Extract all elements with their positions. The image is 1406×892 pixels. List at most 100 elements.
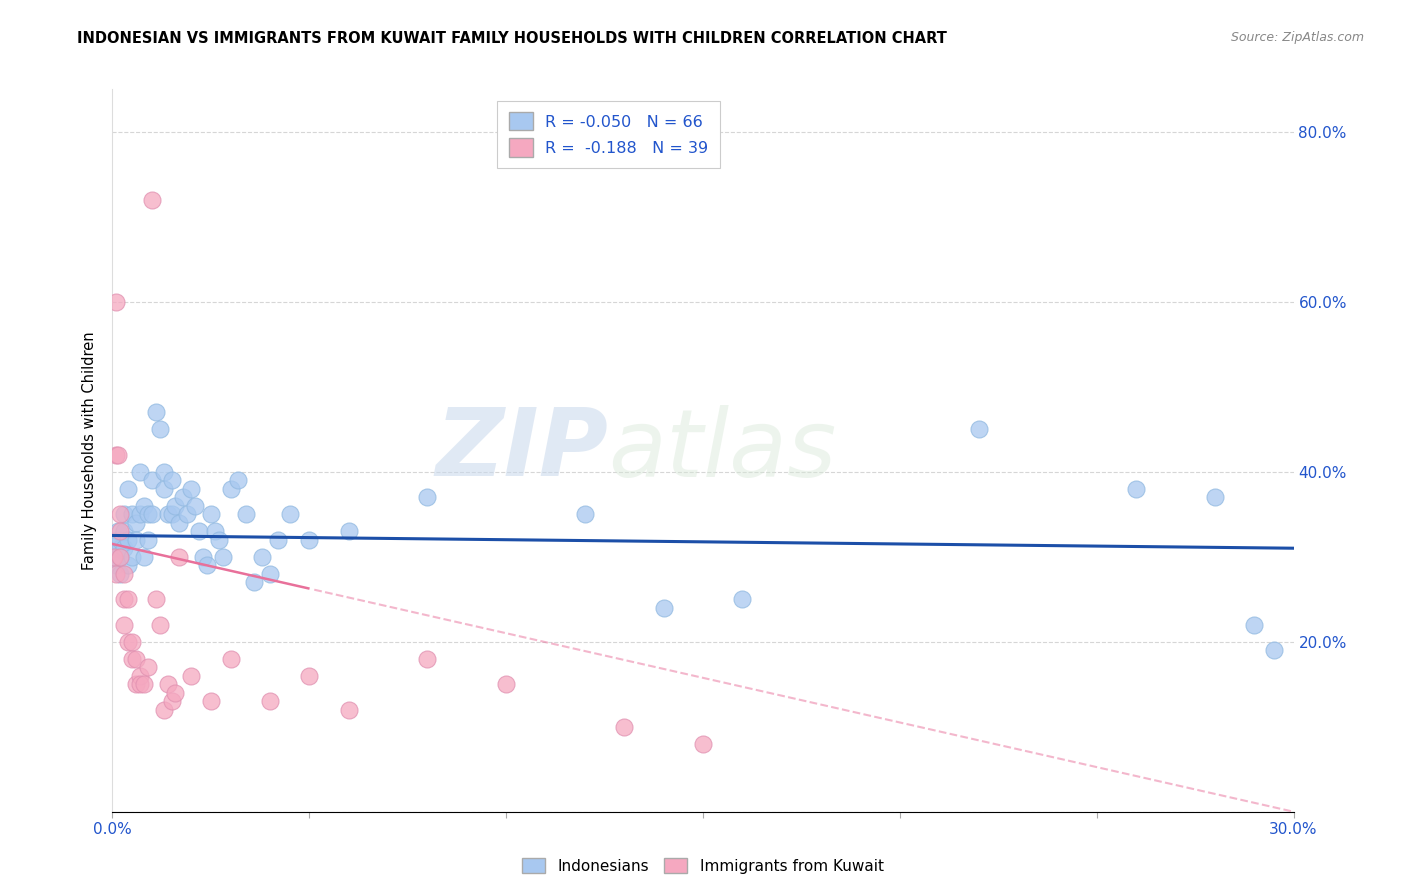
- Point: [337, 524, 360, 539]
- Point: [125, 533, 148, 547]
- Point: [152, 465, 174, 479]
- Point: [141, 473, 163, 487]
- Point: [160, 507, 183, 521]
- Point: [107, 524, 129, 539]
- Point: [191, 549, 214, 564]
- Point: [110, 507, 132, 521]
- Point: [132, 677, 155, 691]
- Point: [121, 651, 143, 665]
- Point: [129, 669, 152, 683]
- Point: [250, 549, 273, 564]
- Point: [235, 507, 257, 521]
- Point: [105, 533, 128, 547]
- Text: INDONESIAN VS IMMIGRANTS FROM KUWAIT FAMILY HOUSEHOLDS WITH CHILDREN CORRELATION: INDONESIAN VS IMMIGRANTS FROM KUWAIT FAM…: [77, 31, 948, 46]
- Point: [103, 549, 125, 564]
- Point: [156, 677, 179, 691]
- Point: [141, 507, 163, 521]
- Point: [1125, 482, 1147, 496]
- Point: [110, 549, 132, 564]
- Point: [200, 694, 222, 708]
- Point: [129, 507, 152, 521]
- Point: [121, 634, 143, 648]
- Point: [103, 549, 125, 564]
- Point: [259, 566, 281, 581]
- Point: [117, 533, 139, 547]
- Point: [156, 507, 179, 521]
- Point: [160, 694, 183, 708]
- Point: [149, 422, 172, 436]
- Point: [117, 558, 139, 573]
- Point: [298, 533, 321, 547]
- Point: [219, 651, 242, 665]
- Point: [121, 549, 143, 564]
- Point: [110, 541, 132, 556]
- Point: [145, 405, 167, 419]
- Point: [112, 592, 135, 607]
- Text: atlas: atlas: [609, 405, 837, 496]
- Y-axis label: Family Households with Children: Family Households with Children: [82, 331, 97, 570]
- Point: [152, 703, 174, 717]
- Point: [105, 448, 128, 462]
- Point: [105, 549, 128, 564]
- Point: [267, 533, 290, 547]
- Point: [337, 703, 360, 717]
- Point: [1243, 617, 1265, 632]
- Point: [180, 482, 202, 496]
- Point: [105, 294, 128, 309]
- Point: [692, 737, 714, 751]
- Point: [259, 694, 281, 708]
- Point: [117, 592, 139, 607]
- Point: [298, 669, 321, 683]
- Point: [165, 686, 187, 700]
- Point: [107, 448, 129, 462]
- Point: [129, 465, 152, 479]
- Point: [731, 592, 754, 607]
- Point: [152, 482, 174, 496]
- Point: [141, 193, 163, 207]
- Point: [112, 524, 135, 539]
- Legend: Indonesians, Immigrants from Kuwait: Indonesians, Immigrants from Kuwait: [516, 852, 890, 880]
- Point: [149, 617, 172, 632]
- Point: [112, 566, 135, 581]
- Point: [195, 558, 218, 573]
- Point: [495, 677, 517, 691]
- Point: [204, 524, 226, 539]
- Legend: R = -0.050   N = 66, R =  -0.188   N = 39: R = -0.050 N = 66, R = -0.188 N = 39: [498, 101, 720, 168]
- Point: [172, 490, 194, 504]
- Point: [132, 499, 155, 513]
- Point: [112, 507, 135, 521]
- Point: [136, 533, 159, 547]
- Point: [136, 660, 159, 674]
- Point: [243, 575, 266, 590]
- Point: [129, 677, 152, 691]
- Text: ZIP: ZIP: [436, 404, 609, 497]
- Point: [200, 507, 222, 521]
- Point: [110, 524, 132, 539]
- Point: [1263, 643, 1285, 657]
- Point: [110, 549, 132, 564]
- Point: [169, 549, 191, 564]
- Point: [145, 592, 167, 607]
- Point: [117, 634, 139, 648]
- Point: [112, 617, 135, 632]
- Point: [132, 549, 155, 564]
- Point: [121, 507, 143, 521]
- Point: [211, 549, 233, 564]
- Text: Source: ZipAtlas.com: Source: ZipAtlas.com: [1230, 31, 1364, 45]
- Point: [125, 677, 148, 691]
- Point: [176, 507, 198, 521]
- Point: [278, 507, 301, 521]
- Point: [117, 482, 139, 496]
- Point: [416, 651, 439, 665]
- Point: [125, 516, 148, 530]
- Point: [112, 541, 135, 556]
- Point: [169, 516, 191, 530]
- Point: [613, 720, 636, 734]
- Point: [180, 669, 202, 683]
- Point: [228, 473, 250, 487]
- Point: [1204, 490, 1226, 504]
- Point: [105, 558, 128, 573]
- Point: [136, 507, 159, 521]
- Point: [188, 524, 211, 539]
- Point: [110, 533, 132, 547]
